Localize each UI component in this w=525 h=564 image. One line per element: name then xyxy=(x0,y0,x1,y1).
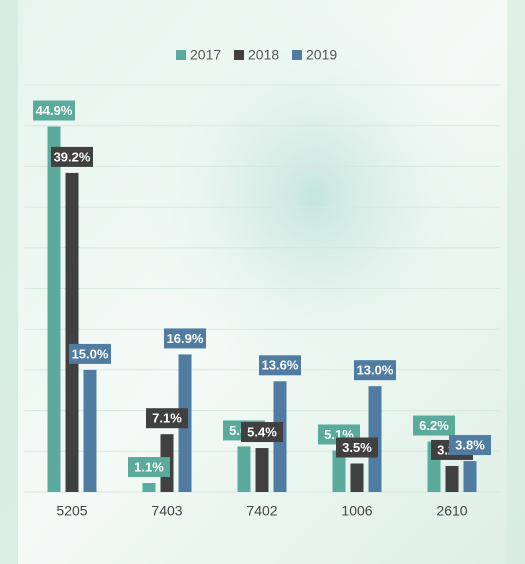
value-label-box xyxy=(164,328,206,349)
value-label: 13.6% xyxy=(262,358,299,373)
bar xyxy=(47,126,61,492)
bar xyxy=(142,483,156,492)
value-label-box xyxy=(241,422,283,443)
value-label-box xyxy=(336,437,378,458)
value-label: 16.9% xyxy=(167,331,204,346)
value-label-box xyxy=(51,146,93,167)
value-label: 44.9% xyxy=(36,103,73,118)
value-label-box xyxy=(354,360,396,381)
value-label: 6.2% xyxy=(419,418,449,433)
legend-label: 2019 xyxy=(306,47,337,63)
x-tick-label: 2610 xyxy=(436,503,467,519)
bar xyxy=(350,463,364,492)
value-label-box xyxy=(69,343,111,364)
value-label: 39.2% xyxy=(54,149,91,164)
value-label: 13.0% xyxy=(357,363,394,378)
value-label-box xyxy=(33,100,75,121)
value-label: 3.5% xyxy=(342,440,372,455)
x-tick-label: 7403 xyxy=(151,503,182,519)
bar xyxy=(65,172,79,493)
bar xyxy=(445,465,459,492)
value-label: 7.1% xyxy=(152,411,182,426)
value-label-box xyxy=(449,435,491,456)
value-label: 15.0% xyxy=(72,346,109,361)
bar xyxy=(83,369,97,492)
right-edge xyxy=(507,0,525,564)
bar xyxy=(332,450,346,492)
legend-swatch xyxy=(292,50,302,60)
x-tick-label: 7402 xyxy=(246,503,277,519)
value-label-box xyxy=(259,355,301,376)
legend-label: 2018 xyxy=(248,47,279,63)
value-label-box xyxy=(128,457,170,478)
bar xyxy=(255,448,269,492)
left-edge xyxy=(0,0,18,564)
value-label: 5.4% xyxy=(247,424,277,439)
legend-swatch xyxy=(176,50,186,60)
legend-label: 2017 xyxy=(190,47,221,63)
value-label-box xyxy=(413,415,455,436)
bar xyxy=(463,461,477,492)
x-tick-label: 1006 xyxy=(341,503,372,519)
legend-swatch xyxy=(234,50,244,60)
x-tick-label: 5205 xyxy=(56,503,87,519)
value-label-box xyxy=(146,408,188,429)
value-label: 3.8% xyxy=(455,438,485,453)
bar xyxy=(237,446,251,492)
value-label: 1.1% xyxy=(134,459,164,474)
